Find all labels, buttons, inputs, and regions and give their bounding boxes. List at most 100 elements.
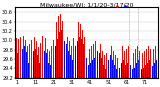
Bar: [39, 63, 40, 78]
Bar: [80, 24, 81, 78]
Bar: [75, 32, 76, 78]
Bar: [108, 60, 109, 78]
Bar: [53, 55, 54, 78]
Bar: [94, 58, 95, 78]
Bar: [102, 51, 103, 78]
Bar: [88, 65, 89, 78]
Bar: [57, 39, 58, 78]
Bar: [46, 53, 47, 78]
Bar: [86, 58, 87, 78]
Bar: [58, 16, 59, 78]
Text: •: •: [122, 3, 127, 12]
Bar: [24, 46, 25, 78]
Bar: [134, 68, 135, 78]
Bar: [117, 58, 118, 78]
Bar: [135, 49, 136, 78]
Bar: [147, 63, 148, 78]
Bar: [70, 55, 71, 78]
Bar: [83, 44, 84, 78]
Bar: [47, 49, 48, 78]
Bar: [79, 37, 80, 78]
Bar: [110, 55, 111, 78]
Bar: [106, 53, 107, 78]
Bar: [99, 53, 100, 78]
Bar: [150, 49, 151, 78]
Bar: [156, 60, 157, 78]
Bar: [73, 38, 74, 78]
Bar: [143, 68, 144, 78]
Bar: [56, 22, 57, 78]
Bar: [72, 60, 73, 78]
Bar: [122, 46, 123, 78]
Bar: [127, 63, 128, 78]
Title: Milwaukee/WI: 1/1/20-3/17/20: Milwaukee/WI: 1/1/20-3/17/20: [40, 2, 133, 7]
Bar: [144, 51, 145, 78]
Bar: [104, 55, 105, 78]
Bar: [68, 51, 69, 78]
Bar: [91, 46, 92, 78]
Bar: [16, 38, 17, 78]
Bar: [137, 46, 138, 78]
Bar: [51, 46, 52, 78]
Bar: [112, 60, 113, 78]
Bar: [145, 65, 146, 78]
Text: •: •: [114, 3, 119, 12]
Bar: [153, 49, 154, 78]
Bar: [121, 63, 122, 78]
Bar: [37, 55, 38, 78]
Bar: [148, 46, 149, 78]
Bar: [155, 46, 156, 78]
Bar: [123, 60, 124, 78]
Bar: [19, 59, 20, 78]
Bar: [23, 36, 24, 78]
Bar: [139, 51, 140, 78]
Bar: [20, 53, 21, 78]
Bar: [154, 63, 155, 78]
Bar: [119, 53, 120, 78]
Bar: [97, 51, 98, 78]
Bar: [81, 39, 82, 78]
Bar: [35, 49, 36, 78]
Bar: [100, 44, 101, 78]
Bar: [78, 22, 79, 78]
Bar: [105, 69, 106, 78]
Bar: [93, 44, 94, 78]
Bar: [33, 51, 34, 78]
Bar: [120, 49, 121, 78]
Bar: [55, 46, 56, 78]
Bar: [76, 27, 77, 78]
Bar: [89, 49, 90, 78]
Bar: [103, 65, 104, 78]
Bar: [101, 58, 102, 78]
Bar: [114, 65, 115, 78]
Bar: [149, 60, 150, 78]
Bar: [64, 41, 65, 78]
Bar: [36, 41, 37, 78]
Bar: [17, 53, 18, 78]
Bar: [71, 46, 72, 78]
Bar: [90, 63, 91, 78]
Bar: [18, 39, 19, 78]
Bar: [77, 41, 78, 78]
Bar: [82, 30, 83, 78]
Bar: [22, 49, 23, 78]
Bar: [124, 51, 125, 78]
Bar: [138, 60, 139, 78]
Bar: [31, 40, 32, 78]
Bar: [62, 21, 63, 78]
Bar: [48, 63, 49, 78]
Bar: [69, 41, 70, 78]
Bar: [34, 37, 35, 78]
Bar: [25, 40, 26, 78]
Bar: [61, 30, 62, 78]
Bar: [136, 63, 137, 78]
Bar: [152, 66, 153, 78]
Bar: [113, 51, 114, 78]
Bar: [26, 52, 27, 78]
Bar: [128, 46, 129, 78]
Bar: [133, 53, 134, 78]
Bar: [115, 55, 116, 78]
Bar: [66, 44, 67, 78]
Bar: [111, 46, 112, 78]
Bar: [28, 63, 29, 78]
